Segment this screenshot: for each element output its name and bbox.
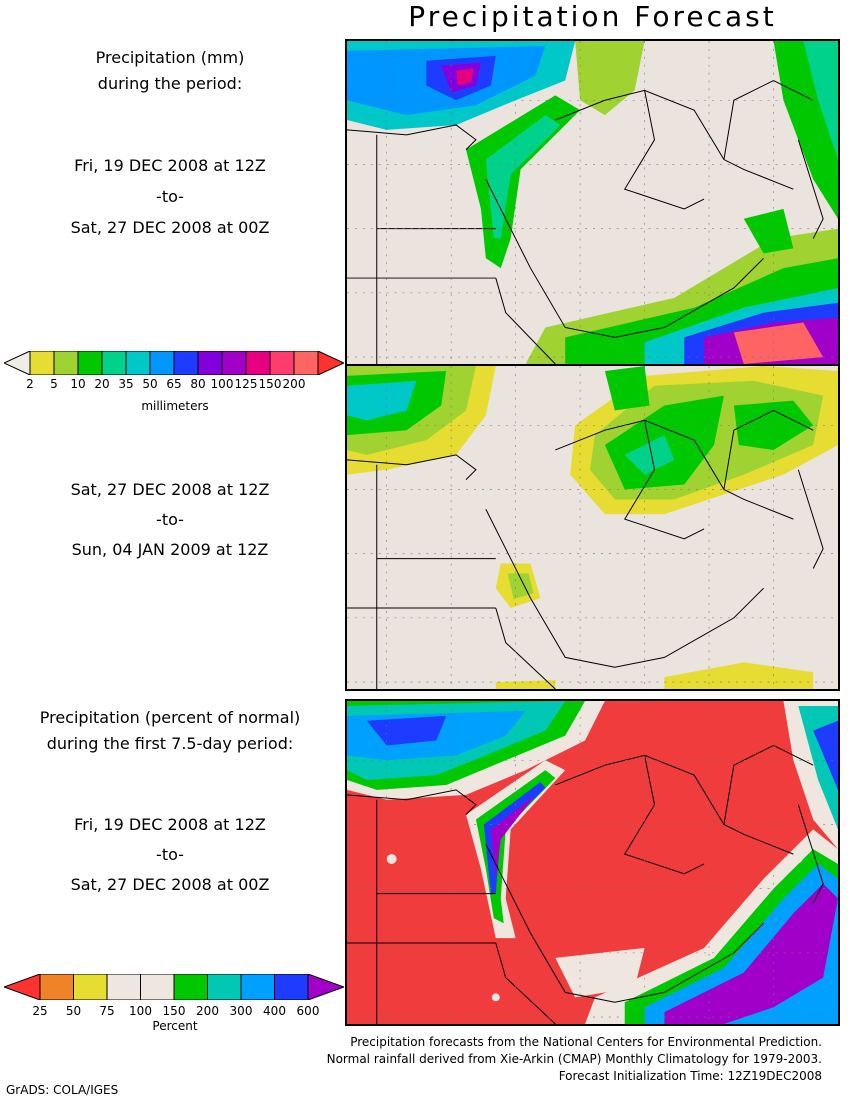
mm-colorbar-swatch: [125, 351, 151, 375]
pct-colorbar-swatch: [173, 974, 208, 1000]
mm-colorbar-tick-label: 100: [210, 377, 234, 391]
panel2-period: Sat, 27 DEC 2008 at 12Z -to- Sun, 04 JAN…: [0, 475, 340, 565]
pct-colorbar-tick-label: 25: [32, 1004, 48, 1018]
pct-colorbar-tick-label: 200: [196, 1004, 219, 1018]
mm-colorbar-over-triangle: [317, 351, 344, 375]
mm-colorbar-tick-label: 125: [234, 377, 258, 391]
pct-colorbar-tick-label: 100: [129, 1004, 152, 1018]
panel2-to: -to-: [156, 510, 184, 529]
pct-colorbar-tick-label: 75: [99, 1004, 115, 1018]
mm-colorbar-tick-label: 80: [190, 377, 206, 391]
mm-colorbar-tick-label: 150: [258, 377, 282, 391]
panel3-start-date: Fri, 19 DEC 2008 at 12Z: [74, 815, 266, 834]
grads-credit: GrADS: COLA/IGES: [6, 1083, 119, 1097]
mm-colorbar-swatch: [173, 351, 199, 375]
panel1-end-date: Sat, 27 DEC 2008 at 00Z: [70, 218, 270, 237]
pct-colorbar-labels: 25 50 75 100 150 200 300 400 600: [0, 1004, 340, 1020]
mm-colorbar-swatch: [245, 351, 271, 375]
panel3-end-date: Sat, 27 DEC 2008 at 00Z: [70, 875, 270, 894]
panel3-line2: during the first 7.5-day period:: [46, 734, 294, 753]
mm-colorbar-swatch: [149, 351, 175, 375]
panel3-line1: Precipitation (percent of normal): [39, 708, 301, 727]
mm-colorbar-swatch: [197, 351, 223, 375]
precip-map-week1-canvas: [347, 41, 838, 364]
mm-colorbar-swatch: [29, 351, 55, 375]
pct-colorbar-swatch: [39, 974, 74, 1000]
precip-map-week2: [345, 364, 840, 691]
precip-percent-map-canvas: [347, 701, 838, 1024]
pct-colorbar-tick-label: 50: [65, 1004, 82, 1018]
pct-colorbar-over-triangle: [307, 974, 344, 1000]
mm-colorbar-swatch: [77, 351, 103, 375]
mm-colorbar: [4, 351, 344, 375]
mm-colorbar-swatch: [101, 351, 127, 375]
mm-colorbar-swatch: [269, 351, 295, 375]
mm-colorbar-tick-label: 50: [142, 377, 158, 391]
pct-colorbar-units: Percent: [152, 1019, 198, 1033]
pct-colorbar-tick-label: 600: [296, 1004, 320, 1018]
pct-colorbar-swatch: [274, 974, 309, 1000]
mm-colorbar-tick-label: 35: [118, 377, 134, 391]
footer-line2: Normal rainfall derived from Xie-Arkin (…: [326, 1052, 822, 1066]
pct-colorbar-tick-label: 300: [229, 1004, 253, 1018]
panel1-line2: during the period:: [97, 74, 243, 93]
mm-colorbar-tick-label: 5: [50, 377, 58, 391]
pct-colorbar-swatch: [140, 974, 175, 1000]
panel1-to: -to-: [156, 187, 184, 206]
mm-colorbar-swatches: [4, 351, 344, 375]
pct-colorbar-swatch: [207, 974, 242, 1000]
mm-colorbar-tick-label: 65: [166, 377, 182, 391]
precip-map-week2-canvas: [347, 366, 838, 689]
panel2-end-date: Sun, 04 JAN 2009 at 12Z: [71, 540, 269, 559]
precip-percent-map: [345, 699, 840, 1026]
mm-colorbar-tick-label: 200: [282, 377, 306, 391]
footer-line3: Forecast Initialization Time: 12Z19DEC20…: [558, 1069, 822, 1083]
pct-colorbar-tick-label: 400: [263, 1004, 286, 1018]
mm-colorbar-tick-label: 10: [70, 377, 86, 391]
mm-colorbar-swatch: [221, 351, 247, 375]
mm-colorbar-swatch: [53, 351, 79, 375]
panel1-description: Precipitation (mm) during the period:: [0, 45, 340, 97]
footer-notes: Precipitation forecasts from the Nationa…: [327, 1034, 822, 1085]
mm-colorbar-tick-label: 2: [26, 377, 34, 391]
pct-colorbar-swatch: [73, 974, 108, 1000]
mm-colorbar-under-triangle: [4, 351, 31, 375]
panel1-start-date: Fri, 19 DEC 2008 at 12Z: [74, 156, 266, 175]
mm-colorbar-labels: 2 5 10 20 35 50 65 80 100 125 150 200: [0, 377, 340, 393]
mm-colorbar-tick-label: 20: [94, 377, 110, 391]
panel1-line1: Precipitation (mm): [95, 48, 245, 67]
pct-colorbar-swatch: [106, 974, 141, 1000]
precip-map-week1: [345, 39, 840, 366]
footer-line1: Precipitation forecasts from the Nationa…: [350, 1035, 822, 1049]
panel1-period: Fri, 19 DEC 2008 at 12Z -to- Sat, 27 DEC…: [0, 150, 340, 243]
mm-colorbar-swatch: [293, 351, 319, 375]
pct-colorbar-swatches: [4, 974, 344, 1000]
pct-colorbar: [4, 974, 344, 1000]
panel2-start-date: Sat, 27 DEC 2008 at 12Z: [70, 480, 270, 499]
mm-colorbar-units: millimeters: [141, 399, 209, 413]
panel3-period: Fri, 19 DEC 2008 at 12Z -to- Sat, 27 DEC…: [0, 810, 340, 900]
panel3-to: -to-: [156, 845, 184, 864]
panel3-description: Precipitation (percent of normal) during…: [0, 705, 340, 757]
pct-colorbar-swatch: [240, 974, 275, 1000]
pct-colorbar-under-triangle: [4, 974, 41, 1000]
pct-colorbar-tick-label: 150: [162, 1004, 186, 1018]
page-title: Precipitation Forecast: [408, 0, 777, 33]
